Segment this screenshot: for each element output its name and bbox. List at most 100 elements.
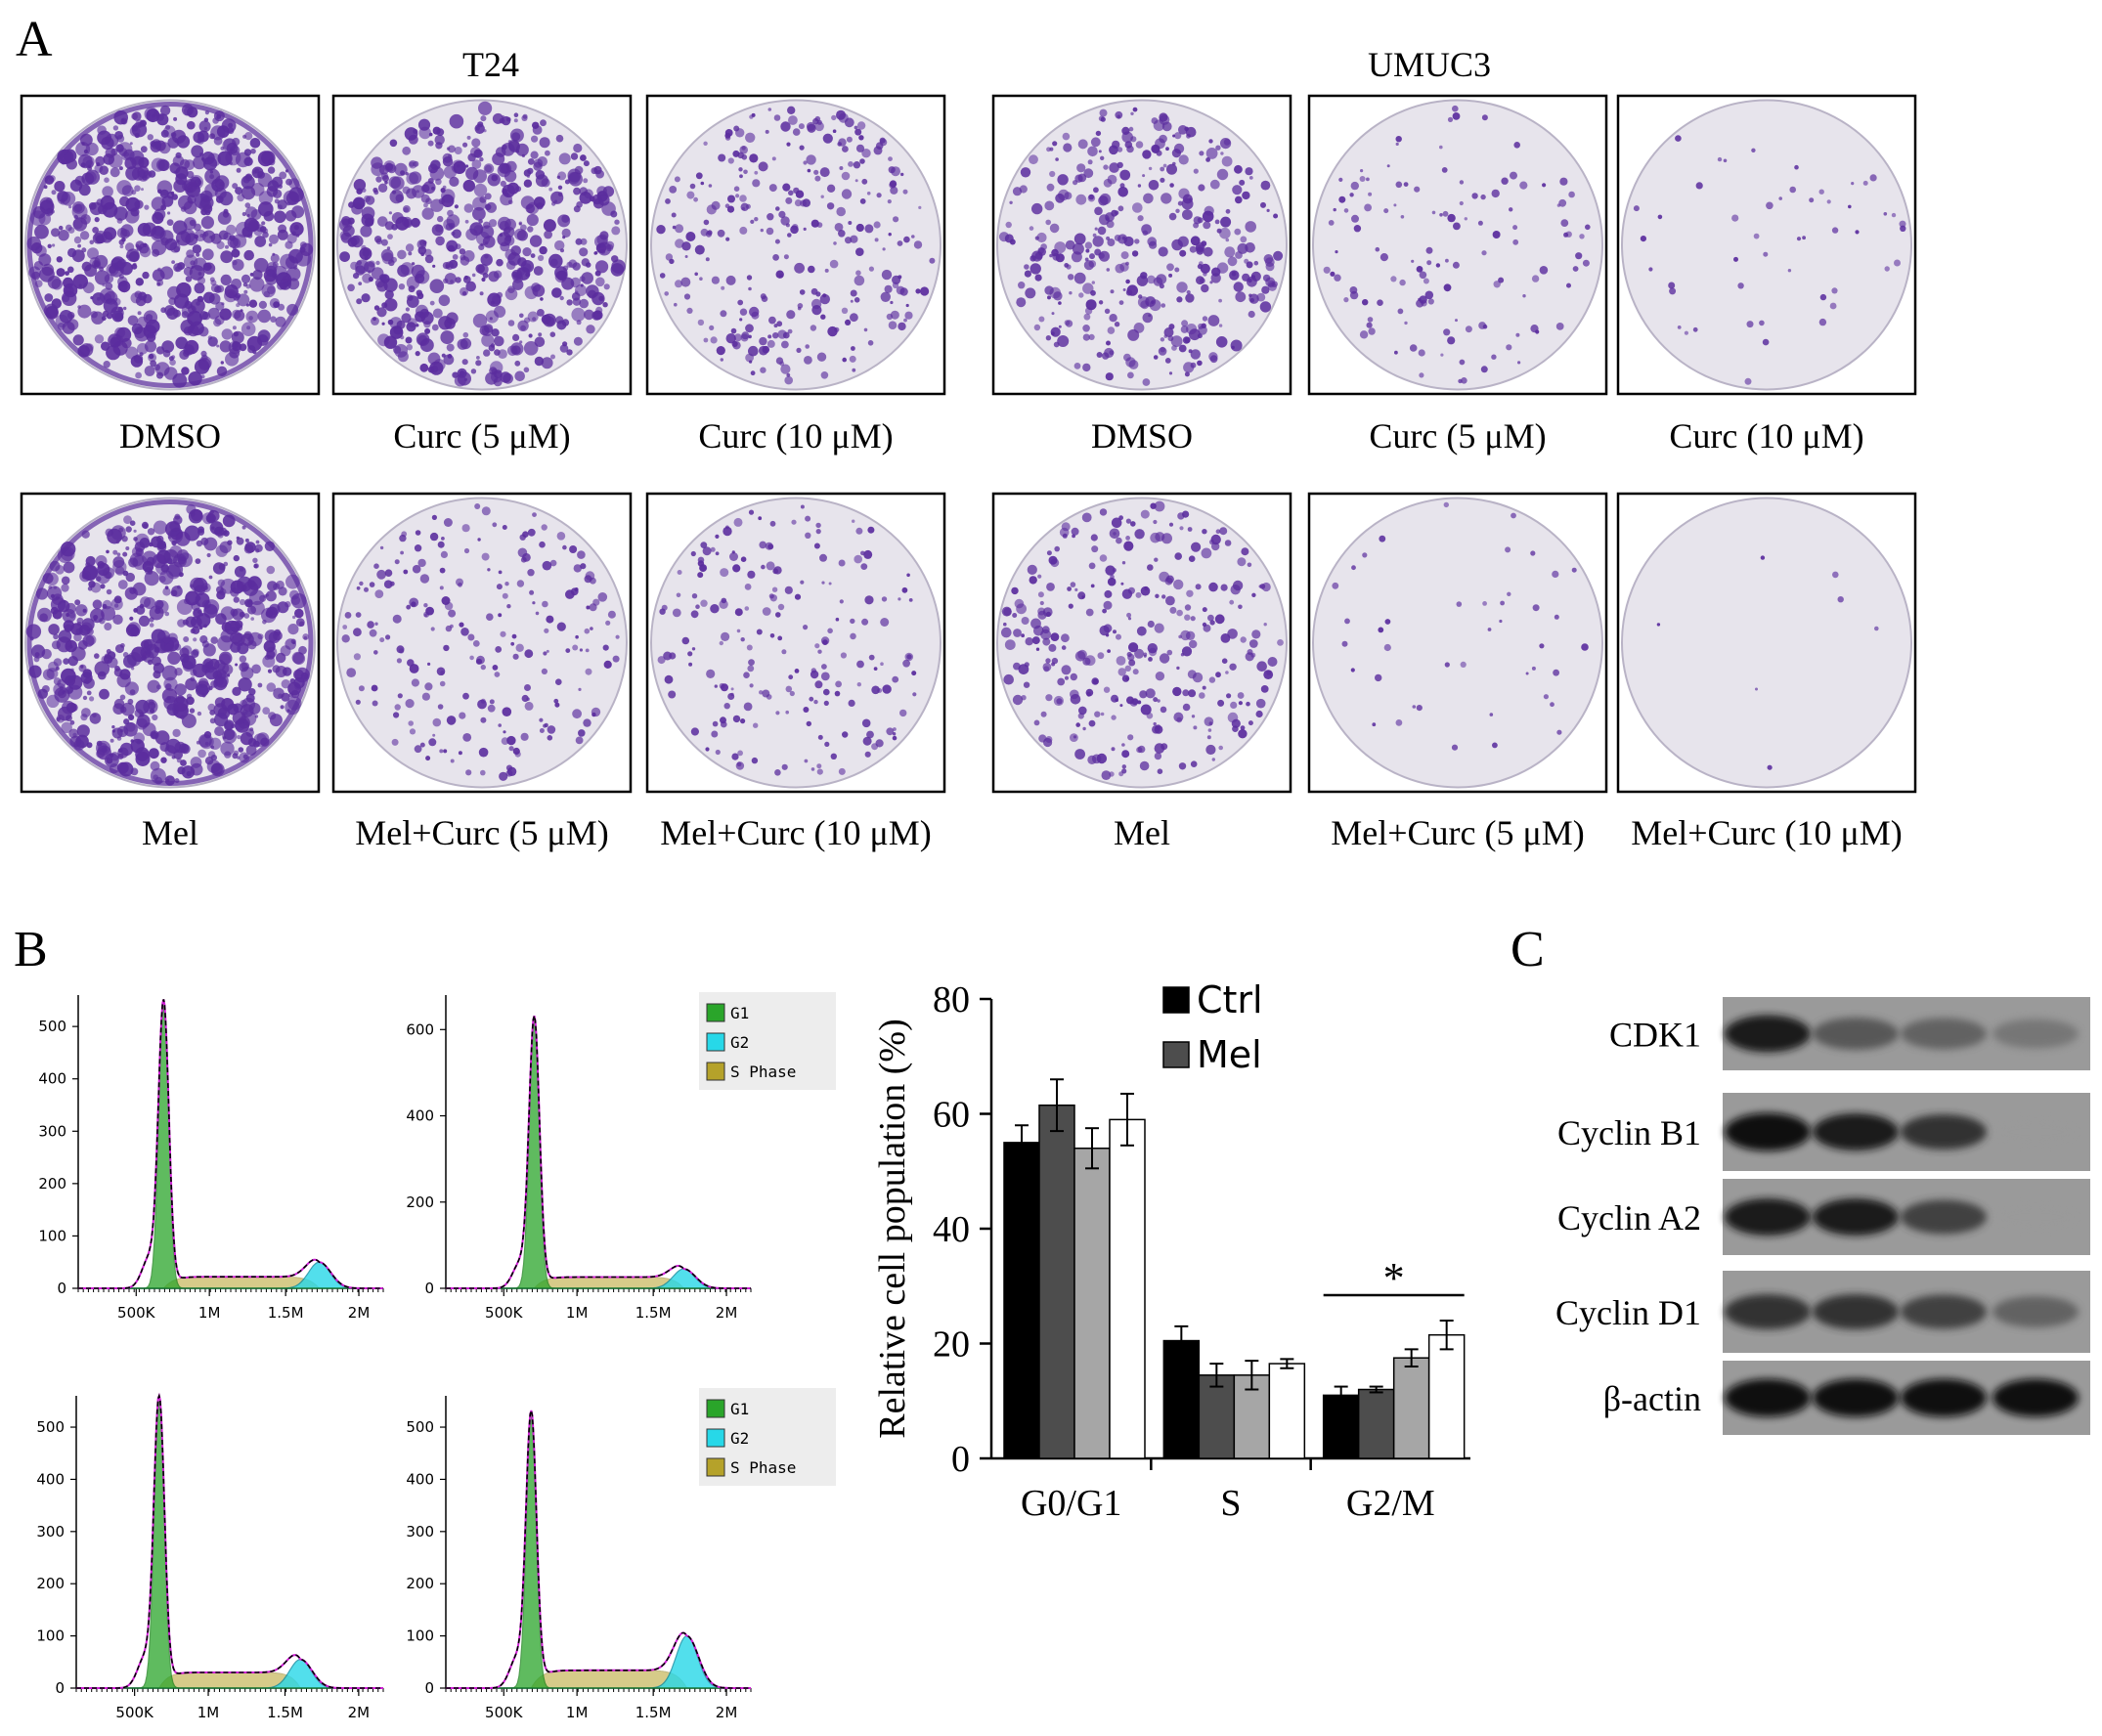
colony — [573, 143, 583, 153]
colony — [185, 300, 190, 304]
colony — [1100, 155, 1105, 160]
colony — [566, 349, 573, 356]
colony — [1176, 282, 1188, 293]
colony — [1684, 330, 1688, 335]
colony — [227, 127, 235, 135]
colony — [778, 210, 786, 218]
colony — [377, 183, 388, 193]
colony — [824, 741, 830, 748]
colony — [441, 353, 446, 358]
colony — [1128, 659, 1136, 667]
colony — [769, 633, 775, 638]
colony — [1113, 629, 1117, 634]
colony — [240, 699, 248, 708]
colony — [374, 589, 384, 598]
colony — [116, 326, 132, 342]
colony — [1250, 271, 1261, 282]
colony — [766, 694, 772, 700]
colony — [1245, 167, 1253, 176]
colony — [171, 260, 176, 264]
colony — [1137, 184, 1142, 188]
colony — [886, 727, 895, 736]
colony — [1230, 585, 1241, 595]
colony — [505, 116, 511, 122]
colony — [1427, 298, 1434, 305]
colony — [1203, 246, 1213, 257]
colony — [269, 298, 281, 309]
colony — [821, 581, 825, 585]
colony — [555, 678, 562, 685]
colony — [186, 696, 195, 706]
colony — [1384, 619, 1391, 625]
colony — [1117, 668, 1126, 676]
colony — [152, 714, 158, 721]
colony — [494, 335, 504, 347]
colony — [136, 714, 151, 728]
colony — [1157, 768, 1163, 774]
colony — [1158, 246, 1168, 257]
colony — [1045, 335, 1052, 341]
blot-label: Cyclin B1 — [1557, 1113, 1701, 1152]
colony — [116, 552, 121, 557]
colony — [1480, 366, 1488, 373]
colony — [1532, 604, 1540, 612]
colony — [347, 283, 355, 292]
colony — [125, 546, 130, 550]
colony — [810, 287, 818, 295]
colony — [498, 570, 503, 575]
colony — [1098, 300, 1104, 305]
colony — [123, 718, 130, 725]
colony — [1512, 239, 1519, 245]
colony — [820, 314, 826, 320]
colony — [1221, 658, 1228, 664]
colony — [913, 240, 923, 249]
colony — [154, 599, 164, 610]
colony — [1188, 555, 1196, 562]
colony — [1109, 314, 1117, 323]
colony-cluster — [657, 504, 917, 776]
colony — [1195, 241, 1205, 252]
colony — [861, 178, 868, 185]
colony — [249, 727, 254, 732]
colony — [512, 333, 520, 341]
colony — [721, 285, 725, 290]
colony — [1230, 701, 1238, 710]
colony — [777, 603, 785, 611]
colony — [711, 730, 719, 738]
colony — [1445, 258, 1449, 263]
colony — [429, 166, 445, 181]
colony — [119, 694, 126, 701]
colony — [1164, 358, 1171, 364]
colony — [656, 225, 666, 235]
colony — [804, 759, 809, 763]
colony — [1161, 533, 1172, 544]
colony — [893, 216, 899, 223]
colony — [152, 211, 164, 225]
colony — [85, 142, 99, 156]
colony — [1225, 208, 1231, 214]
colony — [886, 313, 894, 321]
colony — [134, 290, 143, 299]
bar — [1162, 1339, 1201, 1459]
colony — [1125, 518, 1131, 524]
colony — [1113, 532, 1117, 536]
colony — [1215, 336, 1228, 348]
colony — [437, 704, 444, 710]
colony — [839, 166, 844, 170]
colony — [1118, 515, 1123, 521]
colony — [500, 180, 506, 187]
colony — [752, 179, 761, 188]
colony — [1053, 341, 1060, 348]
colony — [611, 226, 621, 236]
colony — [748, 286, 752, 291]
colony — [52, 243, 56, 247]
colony — [171, 194, 178, 200]
colony — [277, 282, 285, 290]
colony — [197, 711, 202, 716]
colony — [1076, 163, 1086, 173]
colony — [246, 213, 250, 217]
colony — [257, 309, 272, 324]
colony — [1132, 107, 1138, 112]
colony — [1147, 620, 1155, 629]
colony — [834, 690, 841, 697]
